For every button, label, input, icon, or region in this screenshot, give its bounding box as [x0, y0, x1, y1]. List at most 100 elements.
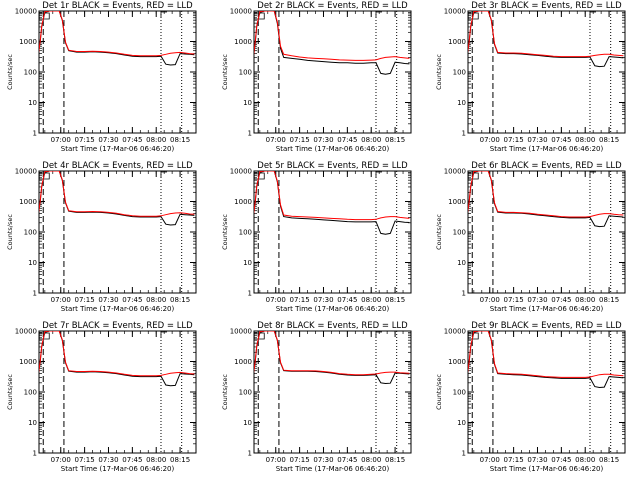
series-line-lld	[254, 171, 410, 221]
series-line-lld	[39, 171, 195, 217]
x-tick-label: 07:00	[51, 296, 71, 304]
chart-panel-1: Det 1r BLACK = Events, RED = LLD 1 10 100 10…	[6, 1, 197, 153]
x-tick-label: 07:30	[527, 296, 547, 304]
x-tick-label: 07:15	[290, 136, 310, 144]
series-line-lld	[468, 11, 624, 58]
chart-title: Det 9r BLACK = Events, RED = LLD	[471, 321, 622, 331]
y-tick-label: 10	[457, 99, 466, 107]
series-line-lld	[254, 11, 410, 61]
x-tick-label: 07:00	[51, 456, 71, 464]
x-tick-label: 07:15	[75, 456, 95, 464]
y-tick-label: 10000	[444, 168, 466, 176]
chart-panel-7: Det 7r BLACK = Events, RED = LLD 1 10 100 10…	[6, 321, 197, 473]
time-range-bracket	[253, 172, 265, 180]
y-tick-label: 10	[243, 419, 252, 427]
chart-title: Det 2r BLACK = Events, RED = LLD	[257, 1, 408, 11]
y-tick-label: 1	[33, 130, 37, 138]
series-line-lld	[254, 331, 410, 376]
chart-title: Det 7r BLACK = Events, RED = LLD	[42, 321, 193, 331]
x-tick-label: 07:15	[504, 136, 524, 144]
x-tick-label: 07:00	[480, 456, 500, 464]
series-line-events	[254, 11, 410, 75]
y-axis-label: Counts/sec	[435, 214, 443, 250]
x-tick-label: 07:15	[290, 296, 310, 304]
y-tick-label: 10000	[444, 328, 466, 336]
time-range-bracket	[589, 171, 596, 177]
y-tick-label: 100	[24, 69, 37, 77]
x-tick-label: 08:15	[599, 296, 619, 304]
y-tick-label: 1000	[19, 358, 37, 366]
time-range-bracket	[467, 172, 479, 180]
y-tick-label: 100	[24, 389, 37, 397]
y-tick-label: 10000	[230, 168, 252, 176]
x-tick-label: 07:45	[122, 296, 142, 304]
y-tick-label: 100	[453, 389, 466, 397]
x-tick-label: 07:00	[480, 296, 500, 304]
y-axis-label: Counts/sec	[221, 214, 229, 250]
x-tick-label: 07:45	[122, 456, 142, 464]
x-tick-label: 07:30	[313, 296, 333, 304]
y-axis-label: Counts/sec	[435, 54, 443, 90]
y-tick-label: 1000	[234, 38, 252, 46]
x-tick-label: 07:45	[337, 136, 357, 144]
time-range-bracket	[253, 12, 265, 20]
time-range-bracket	[160, 11, 167, 17]
y-tick-label: 1	[248, 450, 252, 458]
x-tick-label: 07:45	[551, 296, 571, 304]
series-line-events	[39, 11, 195, 66]
chart-panel-9: Det 9r BLACK = Events, RED = LLD 1 10 100 10…	[435, 321, 626, 473]
x-tick-label: 08:00	[361, 456, 381, 464]
time-range-bracket	[467, 332, 479, 340]
series-line-events	[39, 331, 195, 387]
x-tick-label: 08:15	[599, 136, 619, 144]
y-tick-label: 10	[28, 419, 37, 427]
x-tick-label: 08:00	[575, 136, 595, 144]
time-range-bracket	[589, 331, 596, 337]
y-tick-label: 1000	[234, 198, 252, 206]
y-tick-label: 1	[33, 290, 37, 298]
x-tick-label: 08:00	[575, 296, 595, 304]
y-axis-label: Counts/sec	[221, 374, 229, 410]
time-range-bracket	[253, 332, 265, 340]
x-tick-label: 08:00	[146, 136, 166, 144]
y-tick-label: 100	[239, 69, 252, 77]
chart-title: Det 6r BLACK = Events, RED = LLD	[471, 161, 622, 171]
y-tick-label: 1000	[448, 198, 466, 206]
x-axis-label: Start Time (17-Mar-06 06:46:20)	[61, 145, 175, 153]
x-tick-label: 08:15	[170, 456, 190, 464]
y-tick-label: 10000	[230, 8, 252, 16]
chart-panel-4: Det 4r BLACK = Events, RED = LLD 1 10 100 10…	[6, 161, 197, 313]
y-tick-label: 1	[462, 130, 466, 138]
y-tick-label: 1	[33, 450, 37, 458]
y-tick-label: 10	[243, 259, 252, 267]
x-tick-label: 08:15	[385, 456, 405, 464]
x-axis-label: Start Time (17-Mar-06 06:46:20)	[276, 305, 390, 313]
x-tick-label: 07:15	[504, 296, 524, 304]
x-tick-label: 07:30	[313, 456, 333, 464]
x-tick-label: 07:00	[51, 136, 71, 144]
x-tick-label: 07:45	[337, 296, 357, 304]
time-range-bracket	[160, 171, 167, 177]
x-tick-label: 07:15	[75, 296, 95, 304]
series-line-events	[254, 331, 410, 385]
x-tick-label: 08:15	[170, 136, 190, 144]
y-tick-label: 100	[239, 229, 252, 237]
time-range-bracket	[38, 332, 50, 340]
y-tick-label: 10000	[15, 168, 37, 176]
y-tick-label: 10	[457, 259, 466, 267]
y-tick-label: 100	[24, 229, 37, 237]
x-tick-label: 07:15	[504, 456, 524, 464]
y-tick-label: 10	[28, 99, 37, 107]
chart-title: Det 5r BLACK = Events, RED = LLD	[257, 161, 408, 171]
x-tick-label: 08:00	[146, 296, 166, 304]
x-tick-label: 08:15	[599, 456, 619, 464]
series-line-events	[468, 331, 624, 389]
x-tick-label: 07:30	[527, 456, 547, 464]
series-line-events	[39, 171, 195, 226]
y-tick-label: 1000	[19, 38, 37, 46]
time-range-bracket	[589, 11, 596, 17]
y-tick-label: 1000	[234, 358, 252, 366]
series-line-lld	[468, 331, 624, 378]
y-axis-label: Counts/sec	[6, 214, 14, 250]
